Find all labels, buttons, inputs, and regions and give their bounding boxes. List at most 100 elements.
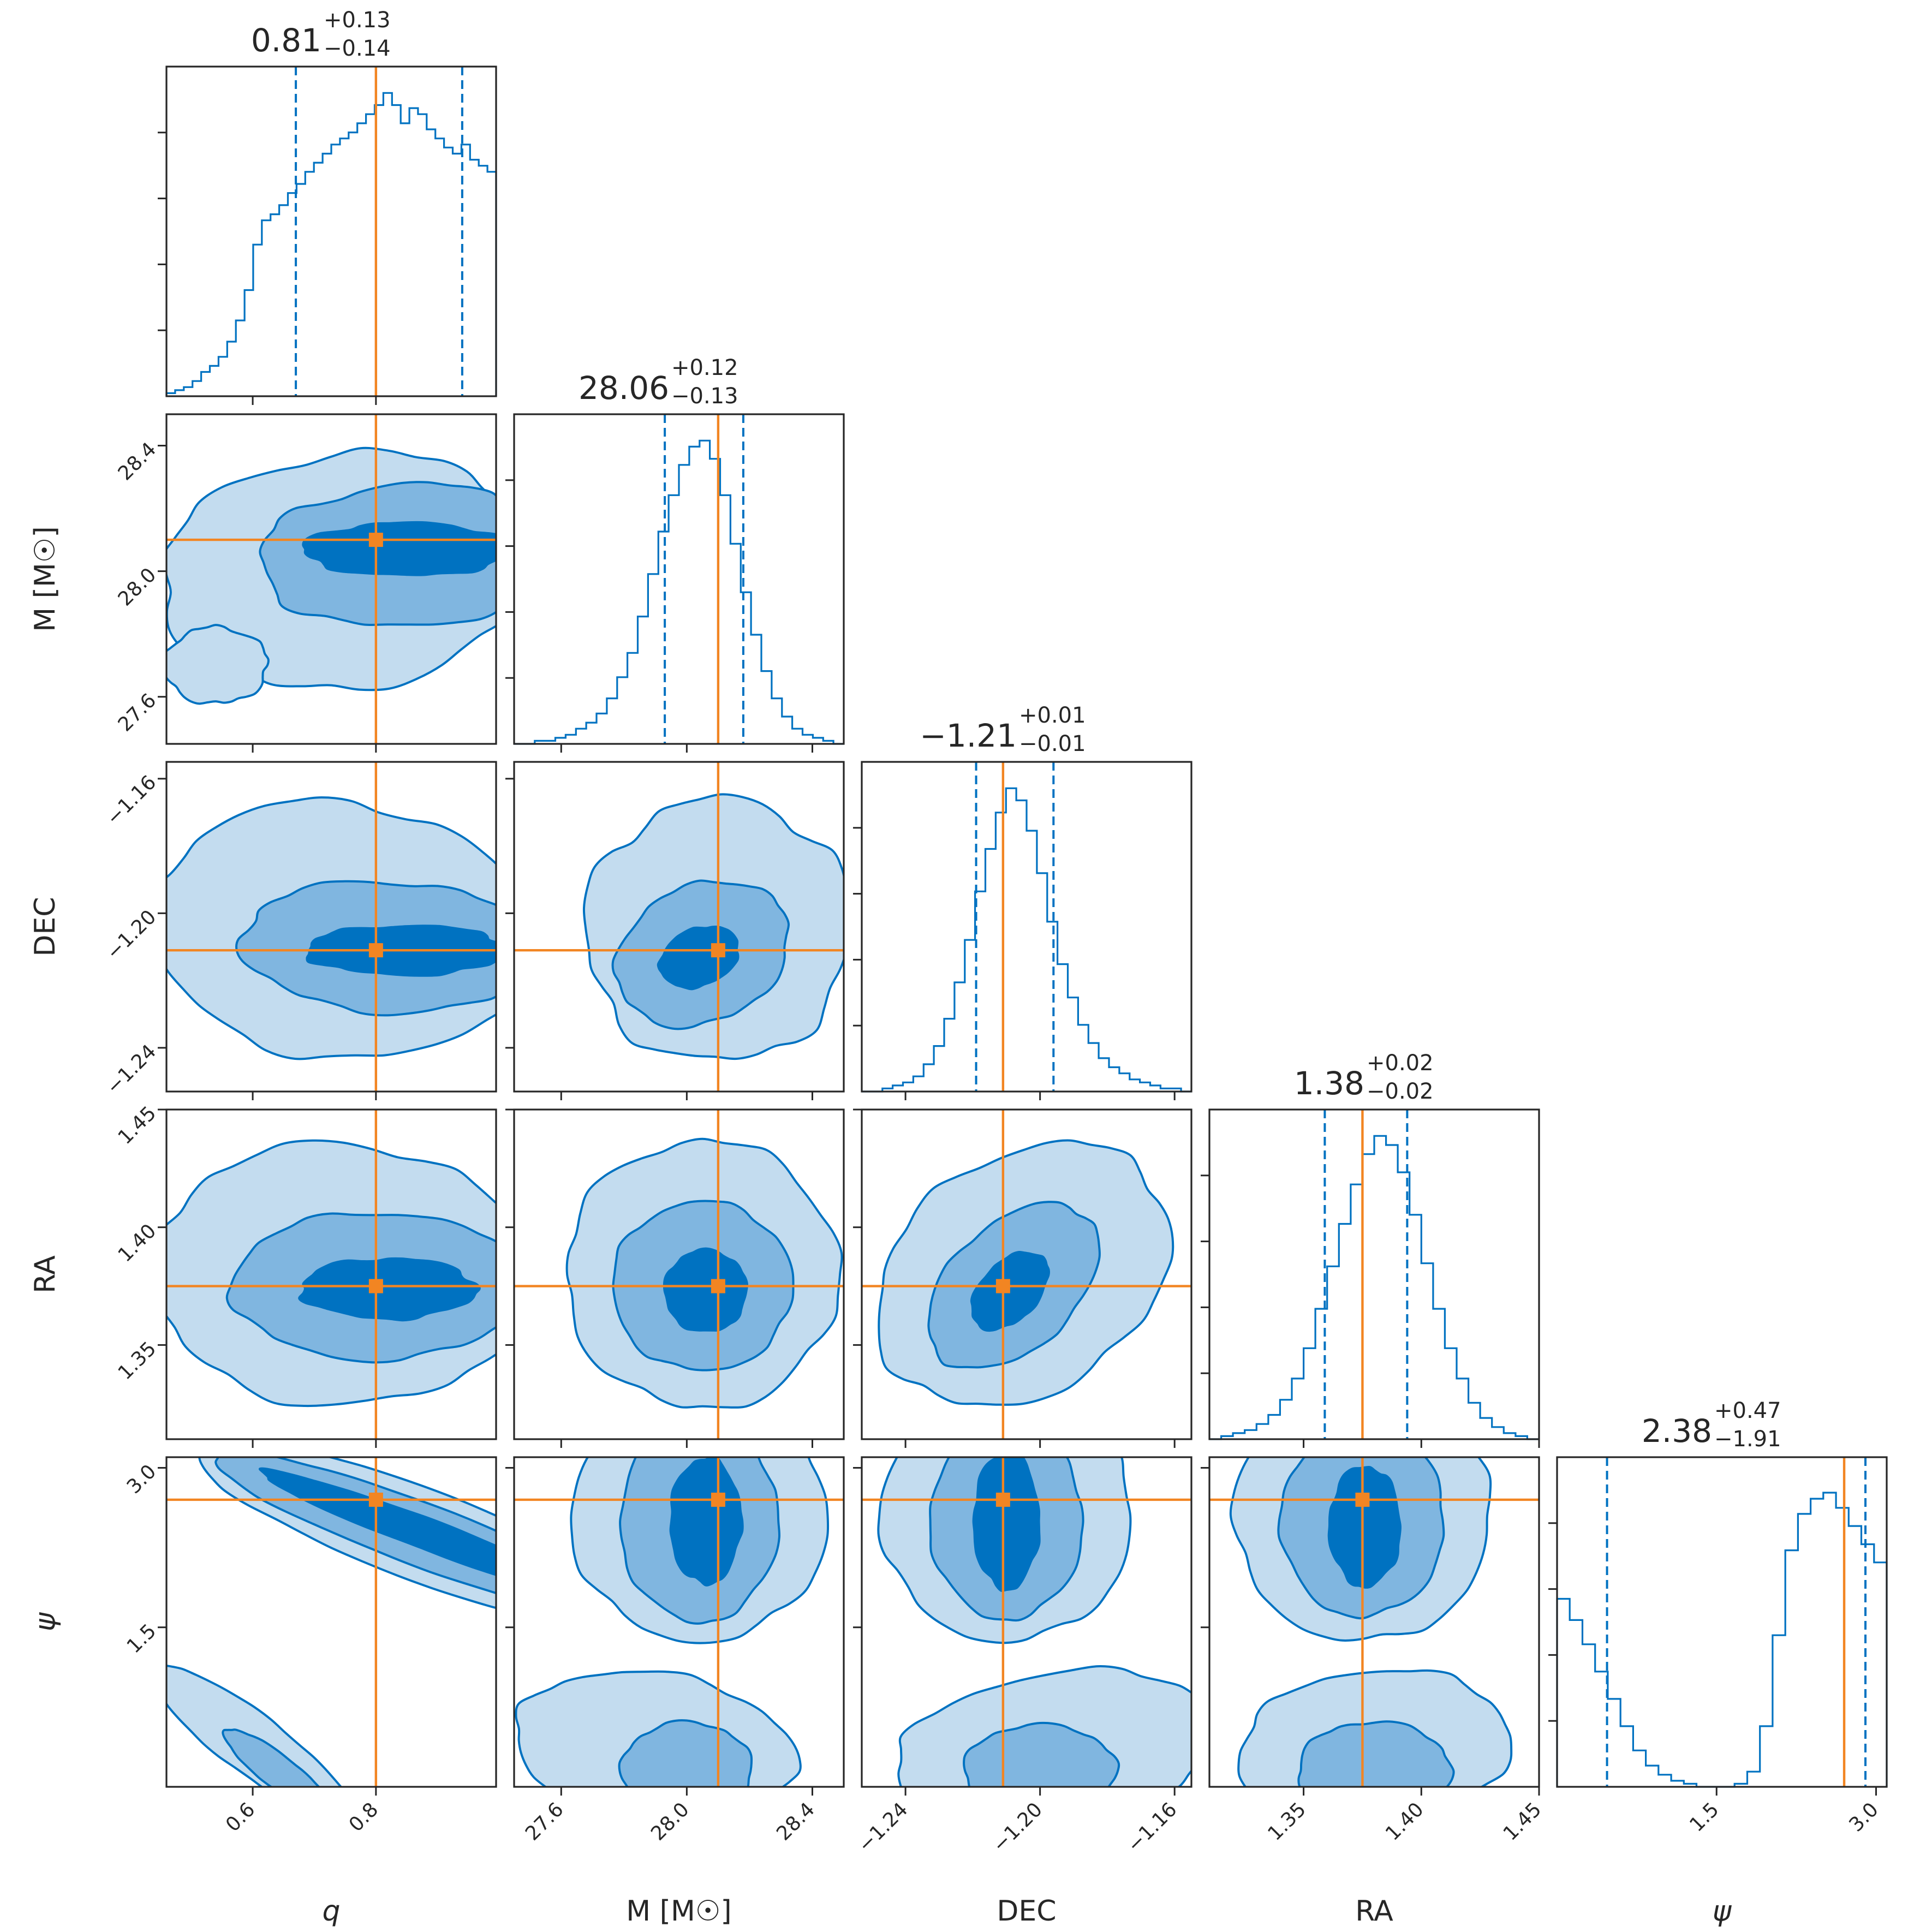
panel-frame [861,1456,1192,1788]
panel-frame-q [165,65,497,397]
x-tick-label-q: 0.6 [222,1798,259,1836]
y-tick-label-DEC: −1.20 [102,906,160,964]
x-axis-label-psi: ψ [1713,1895,1732,1928]
panel-frame [513,1456,845,1788]
panel-frame [165,413,497,745]
contour-set-q-psi [166,1457,496,1787]
x-tick-label-RA: 1.45 [1499,1798,1546,1845]
panel-frame [165,761,497,1093]
y-axis-label-RA: RA [29,1255,62,1293]
title-minus-psi: −1.91 [1714,1427,1781,1452]
title-RA: 1.38 [1294,1065,1364,1102]
contour-set-DEC-RA [878,1139,1174,1406]
panel-frame [165,1108,497,1440]
y-tick-label-DEC: −1.16 [102,771,160,830]
y-tick-label-M: 27.6 [114,689,161,736]
x-tick-label-psi: 3.0 [1845,1798,1882,1836]
title-plus-q: +0.13 [324,8,391,33]
contour-set-M-DEC [582,793,844,1060]
y-tick-label-RA: 1.40 [114,1220,161,1267]
y-tick-label-DEC: −1.24 [102,1040,160,1099]
y-axis-label-psi: ψ [29,1612,62,1631]
title-minus-M: −0.13 [671,384,738,409]
truth-marker [995,1492,1010,1507]
title-minus-DEC: −0.01 [1019,731,1086,756]
contour-set-M-RA [565,1137,843,1409]
panel-frame-RA [1208,1108,1540,1440]
x-tick-label-RA: 1.40 [1381,1798,1428,1845]
histogram-M [514,439,844,745]
x-axis-label-RA: RA [1355,1895,1393,1928]
truth-marker [1355,1492,1370,1507]
title-minus-RA: −0.02 [1367,1079,1434,1104]
title-q: 0.81 [251,22,321,59]
y-axis-label-M: M [M☉] [29,526,62,631]
x-tick-label-M: 28.0 [647,1798,694,1845]
contour-set-q-M [166,446,496,705]
contour-inner [970,1251,1050,1332]
histogram-q [165,92,497,396]
histogram-DEC [862,787,1191,1093]
x-tick-label-DEC: −1.24 [854,1798,913,1857]
truth-marker [711,943,725,958]
x-tick-label-M: 27.6 [521,1798,568,1845]
contour-middle [1297,1720,1455,1787]
truth-q-RA [166,1110,496,1439]
truth-marker [711,1492,725,1507]
x-tick-label-q: 0.8 [345,1798,383,1836]
truth-DEC-psi [862,1457,1191,1787]
truth-marker [711,1279,725,1293]
x-tick-label-psi: 1.5 [1685,1798,1723,1836]
x-tick-label-DEC: −1.16 [1123,1798,1182,1857]
panel-frame-DEC [861,761,1192,1093]
contour-inner [298,1257,481,1322]
histogram-RA [1209,1135,1539,1440]
panel-frame [861,1108,1192,1440]
truth-M-DEC [514,762,844,1092]
contour-inner [972,1457,1041,1592]
x-tick-label-DEC: −1.20 [988,1798,1047,1857]
title-plus-DEC: +0.01 [1019,703,1086,728]
y-tick-label-psi: 1.5 [123,1620,160,1657]
contour-set-DEC-psi [877,1457,1191,1787]
x-axis-label-DEC: DEC [997,1895,1056,1928]
title-M: 28.06 [579,369,669,407]
panel-frame [1208,1456,1540,1788]
truth-marker [368,533,383,547]
x-axis-label-q: q [322,1895,340,1928]
title-plus-M: +0.12 [671,355,738,380]
x-tick-label-RA: 1.35 [1263,1798,1310,1845]
title-psi: 2.38 [1642,1412,1712,1450]
truth-q-DEC [166,762,496,1092]
panel-frame [513,1108,845,1440]
truth-q-psi [166,1457,496,1787]
title-plus-RA: +0.02 [1367,1051,1434,1076]
contour-middle [214,1457,496,1595]
y-tick-label-RA: 1.35 [114,1338,161,1385]
contour-inner [669,1457,744,1587]
truth-RA-psi [1209,1457,1539,1787]
truth-M-psi [514,1457,844,1787]
truth-marker [368,943,383,958]
x-tick-label-M: 28.4 [772,1798,819,1845]
truth-marker [368,1492,383,1507]
panel-frame [513,761,845,1093]
panel-frame-M [513,413,845,745]
panel-frame [165,1456,497,1788]
y-tick-label-psi: 3.0 [123,1460,160,1498]
contour-middle [222,1728,321,1787]
truth-M-RA [514,1110,844,1439]
truth-marker [368,1279,383,1293]
contour-set-RA-psi [1229,1457,1513,1787]
contour-inner [663,1247,749,1332]
y-tick-label-M: 28.0 [114,564,161,611]
contour-set-q-DEC [166,796,496,1060]
contour-inner [258,1467,496,1576]
title-minus-q: −0.14 [324,36,391,61]
contour-set-q-RA [166,1139,496,1408]
y-tick-label-M: 28.4 [114,438,161,485]
contour-outer [166,1664,343,1787]
y-axis-label-DEC: DEC [29,897,62,956]
truth-DEC-RA [862,1110,1191,1439]
